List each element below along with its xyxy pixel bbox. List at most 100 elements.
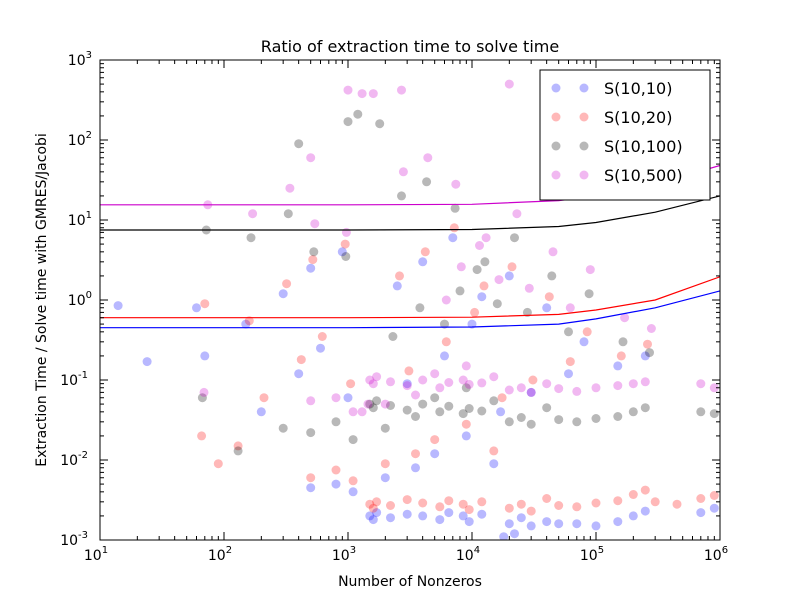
legend-marker <box>579 141 589 151</box>
data-point <box>564 327 573 337</box>
data-point <box>278 289 288 299</box>
data-point <box>343 393 353 403</box>
data-point <box>477 406 487 416</box>
data-point <box>411 449 420 459</box>
data-point <box>200 299 210 309</box>
data-point <box>200 351 210 361</box>
data-point <box>435 407 445 417</box>
data-point <box>418 498 428 508</box>
data-point <box>492 299 502 309</box>
tick-label-base: 10 <box>60 453 78 469</box>
data-point <box>477 292 487 302</box>
legend-marker <box>579 83 589 93</box>
data-point <box>456 262 466 272</box>
data-point <box>380 423 390 433</box>
data-point <box>591 498 601 508</box>
data-point <box>233 441 243 451</box>
data-point <box>464 404 474 413</box>
tick-label-exponent: 0 <box>86 290 92 301</box>
data-point <box>306 428 316 438</box>
data-point <box>477 378 487 388</box>
data-point <box>479 281 489 291</box>
data-point <box>565 303 575 313</box>
data-point <box>650 497 660 507</box>
data-point <box>528 375 538 385</box>
data-point <box>213 459 223 469</box>
data-point <box>346 379 356 389</box>
data-point <box>372 372 382 382</box>
data-point <box>244 316 254 326</box>
data-point <box>489 396 499 406</box>
data-point <box>554 501 564 510</box>
chart-title: Ratio of extraction time to solve time <box>261 37 559 56</box>
data-point <box>197 393 207 403</box>
tick-label-base: 10 <box>60 373 78 389</box>
legend-marker <box>551 141 561 151</box>
legend: S(10,10) S(10,20) S(10,100) S(10,500) <box>539 69 711 201</box>
data-point <box>516 499 526 509</box>
data-point <box>113 301 123 311</box>
data-point <box>309 247 319 257</box>
data-point <box>640 377 650 387</box>
data-point <box>516 383 526 393</box>
data-point <box>504 503 514 513</box>
data-point <box>458 499 468 509</box>
tick-label-exponent: -3 <box>78 530 88 541</box>
data-point <box>548 247 558 257</box>
data-point <box>696 494 706 503</box>
legend-label: S(10,10) <box>604 79 672 98</box>
data-point <box>246 233 256 243</box>
data-point <box>450 203 460 213</box>
data-point <box>402 379 412 389</box>
data-point <box>386 513 395 523</box>
data-point <box>430 369 440 379</box>
data-point <box>340 239 350 249</box>
data-point <box>526 387 536 397</box>
data-point <box>572 502 582 512</box>
data-point <box>672 499 682 509</box>
tick-label-exponent: 6 <box>722 545 728 556</box>
data-point <box>435 515 445 525</box>
tick-label-exponent: 1 <box>102 545 108 556</box>
data-point <box>316 343 325 353</box>
y-tick-label: 100 <box>68 290 92 309</box>
data-point <box>248 209 258 219</box>
data-point <box>542 494 552 503</box>
data-point <box>628 490 638 499</box>
data-point <box>613 412 623 421</box>
data-point <box>411 463 420 473</box>
data-point <box>480 257 490 267</box>
data-point <box>709 503 719 513</box>
data-point <box>357 89 367 99</box>
series-0-fit-line <box>100 290 720 329</box>
data-point <box>489 372 499 382</box>
data-point <box>388 332 398 341</box>
data-point <box>402 381 412 391</box>
data-point <box>418 399 428 409</box>
data-point <box>343 117 353 127</box>
legend-marker <box>579 112 589 122</box>
data-point <box>591 414 601 423</box>
data-point <box>640 506 650 516</box>
data-point <box>522 307 532 317</box>
data-point <box>372 497 382 507</box>
data-point <box>464 379 474 389</box>
data-point <box>444 378 454 387</box>
y-tick-label: 10-2 <box>60 450 88 469</box>
data-point <box>554 415 564 425</box>
data-point <box>368 503 378 513</box>
data-point <box>504 271 514 281</box>
data-point <box>507 262 517 272</box>
data-point <box>197 431 207 441</box>
data-point <box>233 446 243 456</box>
data-point <box>472 265 482 275</box>
tick-label-exponent: 5 <box>598 545 604 556</box>
data-point <box>386 377 395 387</box>
data-point <box>565 357 575 367</box>
y-tick-label: 103 <box>68 50 92 69</box>
data-point <box>464 517 474 527</box>
data-point <box>348 435 358 445</box>
data-point <box>640 485 650 495</box>
data-point <box>418 257 428 267</box>
data-point <box>306 483 316 493</box>
